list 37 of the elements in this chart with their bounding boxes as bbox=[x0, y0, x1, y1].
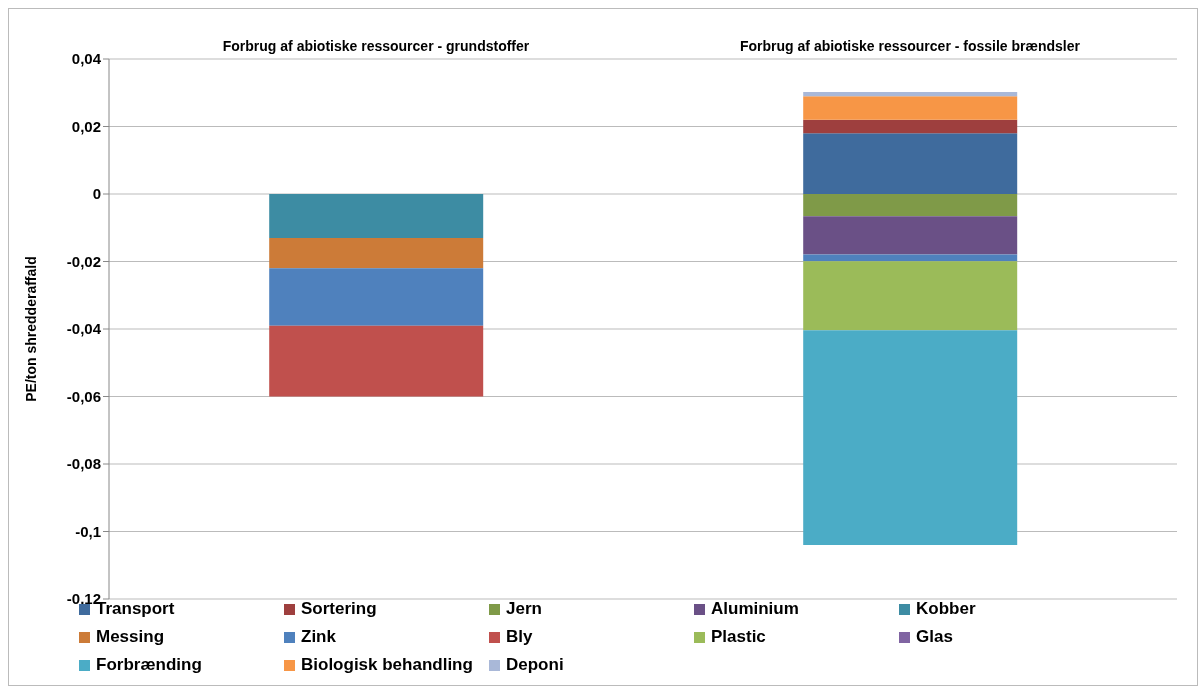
legend-label: Kobber bbox=[916, 599, 976, 619]
legend-label: Aluminium bbox=[711, 599, 799, 619]
bar bbox=[269, 268, 484, 326]
bar bbox=[269, 325, 484, 397]
bar bbox=[803, 92, 1018, 97]
x-tick-label: Forbrug af abiotiske ressourcer - fossile brændsler bbox=[740, 38, 1081, 54]
legend-label: Messing bbox=[96, 627, 165, 647]
legend-label: Jern bbox=[506, 599, 542, 619]
bar bbox=[803, 330, 1018, 545]
y-tick-label: -0,06 bbox=[66, 387, 101, 405]
x-tick-label: Forbrug af abiotiske ressourcer - grundstoffer bbox=[222, 38, 530, 54]
bar bbox=[269, 194, 484, 238]
bar bbox=[803, 194, 1018, 217]
legend-label: Glas bbox=[916, 627, 953, 647]
y-tick-label: -0,02 bbox=[66, 252, 101, 270]
legend-label: Plastic bbox=[711, 627, 766, 647]
y-tick-label: -0,04 bbox=[66, 320, 102, 338]
legend-label: Forbrænding bbox=[96, 655, 202, 675]
bar bbox=[803, 96, 1018, 120]
y-tick-label: -0,12 bbox=[66, 590, 101, 608]
bar bbox=[803, 254, 1018, 262]
y-tick-label: 0,04 bbox=[71, 50, 102, 68]
legend-label: Biologisk behandling bbox=[301, 655, 473, 675]
y-tick-label: 0 bbox=[92, 185, 101, 203]
legend-label: Deponi bbox=[506, 655, 564, 675]
legend-label: Zink bbox=[301, 627, 336, 647]
y-tick-label: -0,1 bbox=[75, 522, 101, 540]
bar bbox=[803, 133, 1018, 194]
bar bbox=[803, 216, 1018, 255]
y-axis-title: PE/ton shredderaffald bbox=[22, 256, 39, 402]
y-tick-label: -0,08 bbox=[66, 455, 101, 473]
bar bbox=[803, 261, 1018, 331]
legend-label: Sortering bbox=[301, 599, 377, 619]
legend-label: Bly bbox=[506, 627, 533, 647]
y-tick-label: 0,02 bbox=[71, 117, 101, 135]
bar bbox=[269, 237, 484, 269]
bar bbox=[803, 119, 1018, 134]
